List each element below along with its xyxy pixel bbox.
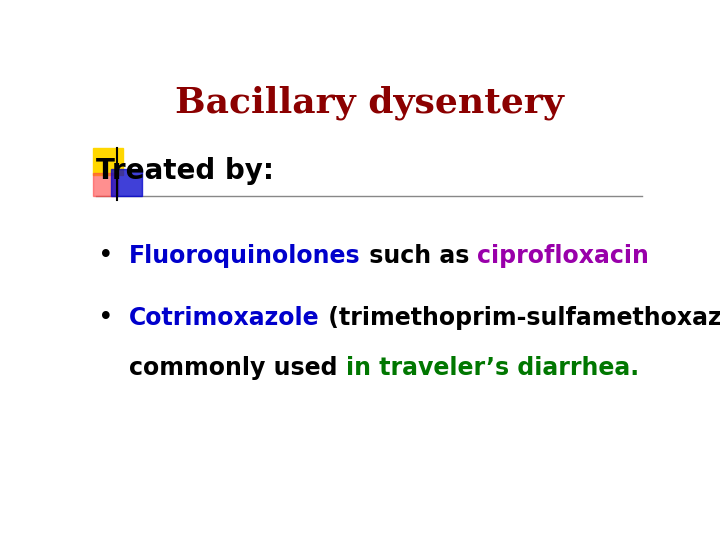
Bar: [111, 168, 142, 196]
Bar: [93, 173, 118, 196]
Text: commonly used: commonly used: [129, 356, 346, 380]
Text: in traveler’s diarrhea.: in traveler’s diarrhea.: [346, 356, 639, 380]
Text: Fluoroquinolones: Fluoroquinolones: [129, 244, 361, 268]
Text: Treated by:: Treated by:: [96, 157, 274, 185]
Text: •: •: [99, 243, 114, 269]
Text: (trimethoprim-sulfamethoxazole): (trimethoprim-sulfamethoxazole): [320, 306, 720, 330]
Text: such as: such as: [361, 244, 477, 268]
Bar: [93, 148, 124, 175]
Text: Cotrimoxazole: Cotrimoxazole: [129, 306, 320, 330]
Text: •: •: [99, 306, 114, 332]
Text: ciprofloxacin: ciprofloxacin: [477, 244, 649, 268]
Text: Bacillary dysentery: Bacillary dysentery: [174, 85, 564, 120]
